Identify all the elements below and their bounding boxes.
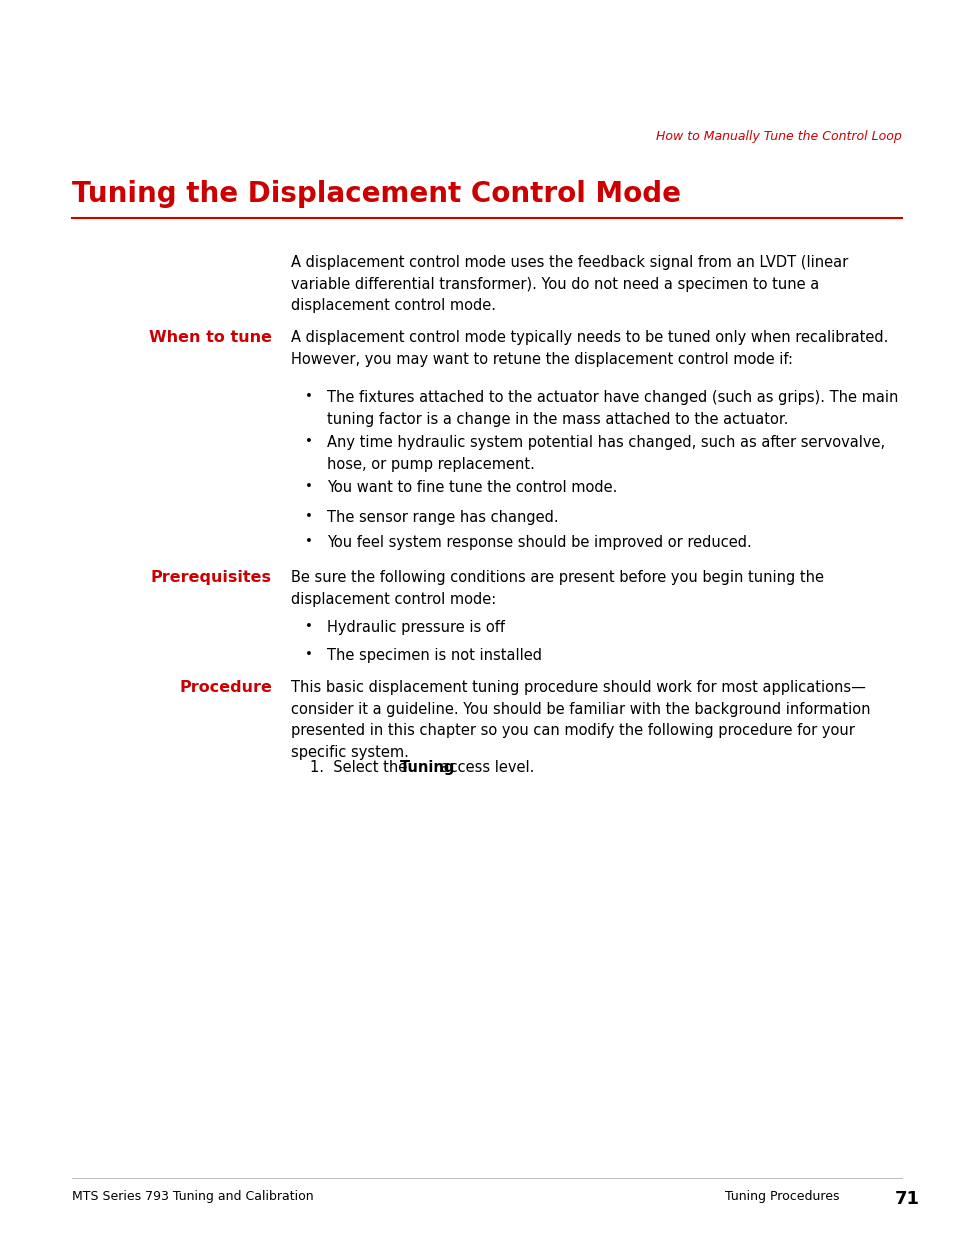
Text: •: • bbox=[305, 390, 313, 403]
Text: The specimen is not installed: The specimen is not installed bbox=[327, 648, 541, 663]
Text: Tuning: Tuning bbox=[399, 760, 456, 776]
Text: Be sure the following conditions are present before you begin tuning the
displac: Be sure the following conditions are pre… bbox=[291, 571, 823, 606]
Text: You want to fine tune the control mode.: You want to fine tune the control mode. bbox=[327, 480, 617, 495]
Text: 1.  Select the: 1. Select the bbox=[310, 760, 412, 776]
Text: •: • bbox=[305, 620, 313, 634]
Text: •: • bbox=[305, 435, 313, 448]
Text: The fixtures attached to the actuator have changed (such as grips). The main
tun: The fixtures attached to the actuator ha… bbox=[327, 390, 898, 426]
Text: The sensor range has changed.: The sensor range has changed. bbox=[327, 510, 558, 525]
Text: access level.: access level. bbox=[436, 760, 534, 776]
Text: Any time hydraulic system potential has changed, such as after servovalve,
hose,: Any time hydraulic system potential has … bbox=[327, 435, 884, 472]
Text: When to tune: When to tune bbox=[149, 330, 272, 345]
Text: Tuning Procedures: Tuning Procedures bbox=[724, 1191, 839, 1203]
Text: Prerequisites: Prerequisites bbox=[151, 571, 272, 585]
Text: •: • bbox=[305, 648, 313, 661]
Text: A displacement control mode uses the feedback signal from an LVDT (linear
variab: A displacement control mode uses the fee… bbox=[291, 254, 847, 314]
Text: Tuning the Displacement Control Mode: Tuning the Displacement Control Mode bbox=[71, 180, 679, 207]
Text: Procedure: Procedure bbox=[179, 680, 272, 695]
Text: •: • bbox=[305, 480, 313, 493]
Text: •: • bbox=[305, 510, 313, 522]
Text: MTS Series 793 Tuning and Calibration: MTS Series 793 Tuning and Calibration bbox=[71, 1191, 313, 1203]
Text: •: • bbox=[305, 535, 313, 548]
Text: This basic displacement tuning procedure should work for most applications—
cons: This basic displacement tuning procedure… bbox=[291, 680, 869, 760]
Text: You feel system response should be improved or reduced.: You feel system response should be impro… bbox=[327, 535, 751, 550]
Text: A displacement control mode typically needs to be tuned only when recalibrated.
: A displacement control mode typically ne… bbox=[291, 330, 887, 367]
Text: Hydraulic pressure is off: Hydraulic pressure is off bbox=[327, 620, 505, 635]
Text: How to Manually Tune the Control Loop: How to Manually Tune the Control Loop bbox=[655, 130, 901, 143]
Text: 71: 71 bbox=[894, 1191, 919, 1208]
